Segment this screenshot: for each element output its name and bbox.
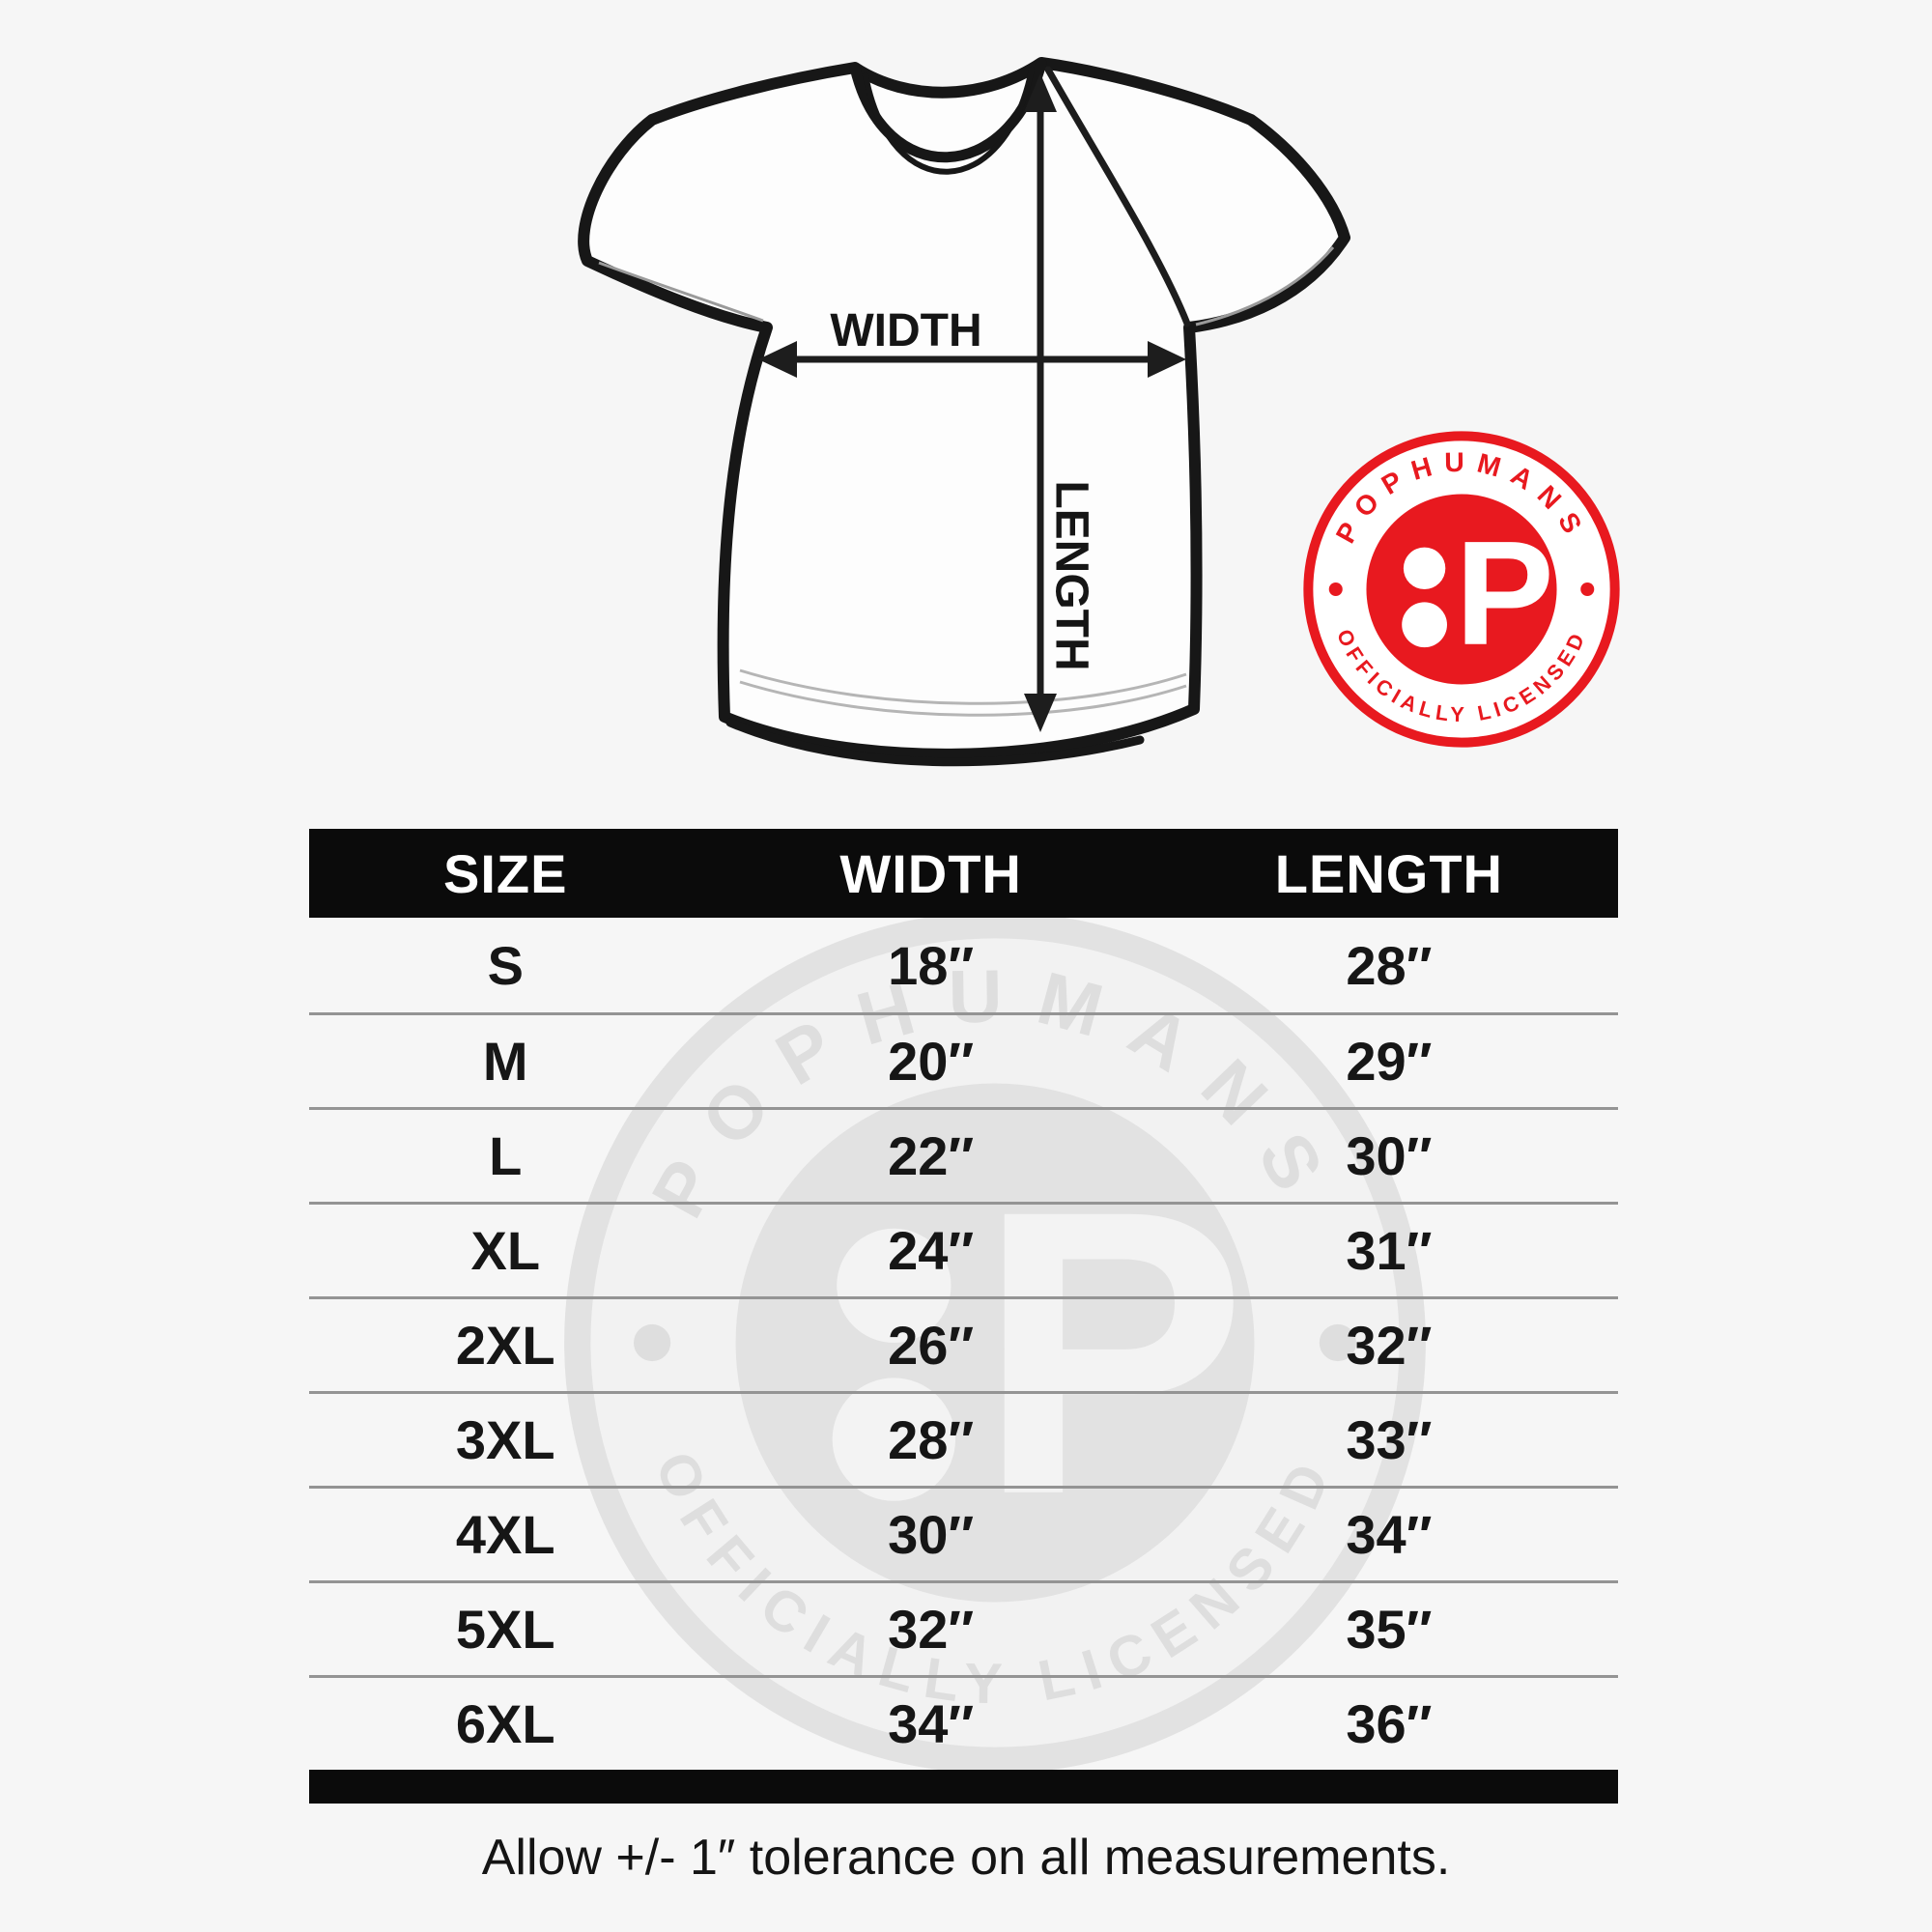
- table-row: 2XL 26″ 32″: [309, 1296, 1618, 1391]
- collar-inner-line: [863, 67, 1035, 175]
- width-arrowhead-left: [758, 341, 797, 378]
- column-header-length: LENGTH: [1274, 842, 1503, 904]
- width-cell: 32″: [888, 1599, 975, 1660]
- length-label: LENGTH: [1046, 480, 1097, 670]
- column-header-width: WIDTH: [839, 842, 1022, 904]
- badge-logo-dot-bottom: [1402, 602, 1447, 648]
- length-cell: 30″: [1346, 1125, 1433, 1186]
- pophumans-badge: POPHUMANS OFFICIALLY LICENSED P: [1300, 428, 1623, 751]
- width-arrowhead-right: [1148, 341, 1186, 378]
- column-header-size: SIZE: [443, 842, 568, 904]
- size-cell: 6XL: [455, 1693, 555, 1754]
- table-row: 6XL 34″ 36″: [309, 1675, 1618, 1770]
- table-bottom-bar: [309, 1770, 1618, 1804]
- pophumans-watermark: POPHUMANS OFFICIALLY LICENSED P: [555, 903, 1435, 1782]
- length-cell: 31″: [1346, 1220, 1433, 1281]
- table-header: SIZE WIDTH LENGTH: [309, 829, 1618, 918]
- table-row: XL 24″ 31″: [309, 1202, 1618, 1296]
- badge-dot-right: [1580, 582, 1595, 597]
- length-cell: 29″: [1346, 1031, 1433, 1092]
- width-label: WIDTH: [830, 305, 981, 356]
- length-cell: 33″: [1346, 1409, 1433, 1470]
- width-arrow: [758, 341, 1186, 378]
- table-row: L 22″ 30″: [309, 1107, 1618, 1202]
- shoulder-seam-line: [1044, 66, 1191, 327]
- watermark-dot-right: [1319, 1323, 1357, 1362]
- table-row: 5XL 32″ 35″: [309, 1580, 1618, 1675]
- watermark-logo-monogram: P: [978, 1126, 1247, 1578]
- width-cell: 22″: [888, 1125, 975, 1186]
- width-cell: 18″: [888, 934, 975, 996]
- size-cell: XL: [470, 1220, 541, 1281]
- pophumans-badge-seal: POPHUMANS OFFICIALLY LICENSED P: [1303, 431, 1620, 748]
- size-cell: 3XL: [455, 1409, 555, 1470]
- left-cuff-line: [598, 261, 764, 323]
- size-cell: M: [482, 1031, 528, 1092]
- length-arrow: [1024, 73, 1057, 732]
- badge-logo-monogram: P: [1455, 510, 1553, 676]
- hem-fold-line: [725, 718, 1145, 767]
- length-cell: 32″: [1346, 1315, 1433, 1376]
- tshirt-diagram: WIDTH LENGTH: [560, 41, 1352, 775]
- width-cell: 34″: [888, 1693, 975, 1754]
- watermark-logo-dot-top: [837, 1228, 952, 1343]
- length-arrowhead-bottom: [1024, 694, 1057, 732]
- tshirt-outline: [578, 57, 1350, 760]
- table-row: 3XL 28″ 33″: [309, 1391, 1618, 1486]
- badge-dot-left: [1328, 582, 1343, 597]
- table-row: M 20″ 29″: [309, 1012, 1618, 1107]
- length-arrowhead-top: [1024, 73, 1057, 112]
- watermark-dot-left: [633, 1323, 671, 1362]
- table-row: S 18″ 28″: [309, 918, 1618, 1012]
- tolerance-note: Allow +/- 1″ tolerance on all measuremen…: [481, 1830, 1451, 1886]
- width-cell: 20″: [888, 1031, 975, 1092]
- size-chart-table: SIZE WIDTH LENGTH S 18″ 28″ M 20″ 29″ L …: [309, 829, 1618, 1804]
- size-cell: L: [489, 1125, 523, 1186]
- pophumans-watermark-seal: POPHUMANS OFFICIALLY LICENSED P: [564, 912, 1426, 1774]
- right-cuff-line: [1195, 246, 1335, 327]
- length-cell: 28″: [1346, 934, 1433, 996]
- size-cell: 5XL: [455, 1599, 555, 1660]
- hem-stitch-line: [739, 668, 1187, 705]
- length-cell: 34″: [1346, 1504, 1433, 1565]
- hem-stitch-line-2: [739, 680, 1187, 717]
- tshirt-illustration: WIDTH LENGTH: [578, 57, 1350, 767]
- size-cell: S: [487, 934, 524, 996]
- length-cell: 36″: [1346, 1693, 1433, 1754]
- size-cell: 4XL: [455, 1504, 555, 1565]
- badge-logo-dot-top: [1403, 547, 1446, 589]
- width-cell: 24″: [888, 1220, 975, 1281]
- width-cell: 30″: [888, 1504, 975, 1565]
- width-cell: 28″: [888, 1409, 975, 1470]
- watermark-logo-dot-bottom: [832, 1378, 956, 1501]
- length-cell: 35″: [1346, 1599, 1433, 1660]
- table-row: 4XL 30″ 34″: [309, 1486, 1618, 1580]
- size-cell: 2XL: [455, 1315, 555, 1376]
- width-cell: 26″: [888, 1315, 975, 1376]
